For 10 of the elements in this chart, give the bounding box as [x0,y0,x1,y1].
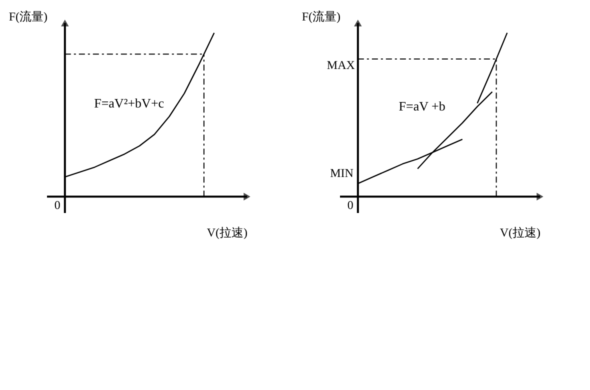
annotation: F=aV²+bV+c [94,95,164,110]
text: 0 [347,198,354,212]
text: 0 [54,198,60,212]
annotation: F=aV +b [398,98,446,114]
x-axis-title: V(拉速) [206,226,248,240]
text: MIN [330,166,354,180]
ref-line-label: MAX [326,58,356,72]
y-axis-title: F(流量) [8,10,48,24]
x-axis-title: V(拉速) [500,226,540,240]
y-axis-title: F(流量) [302,10,340,24]
